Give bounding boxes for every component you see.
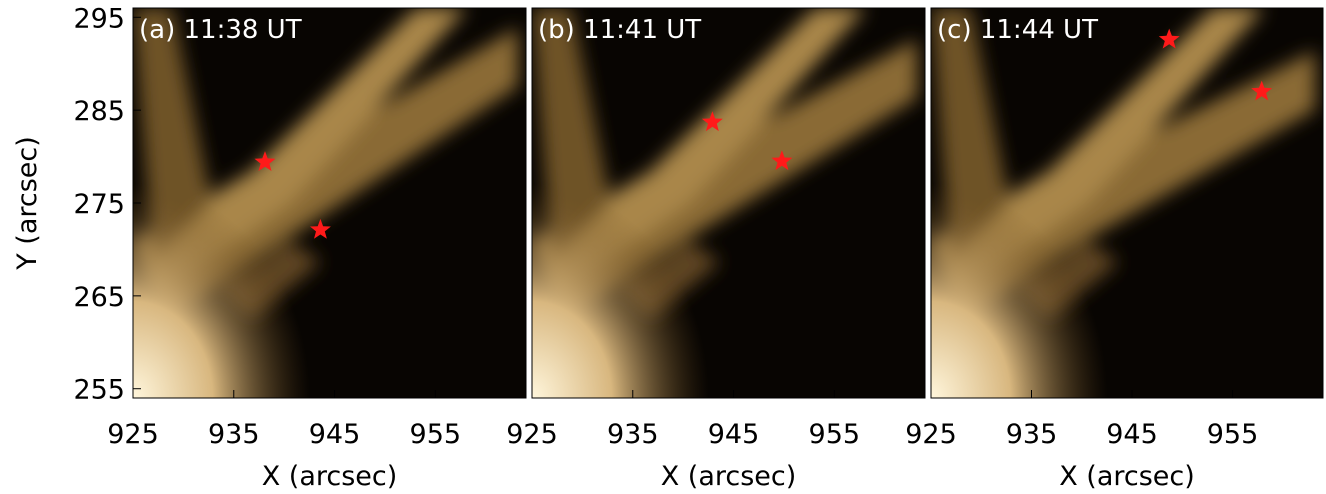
star-marker	[310, 218, 331, 239]
star-marker	[1158, 28, 1180, 49]
x-tick-label: 945	[708, 419, 760, 450]
panel-title: (b) 11:41 UT	[538, 15, 701, 45]
x-tick-label: 935	[208, 419, 260, 450]
x-tick-label: 925	[506, 419, 558, 450]
panel-title: (a) 11:38 UT	[139, 15, 302, 45]
bright-core	[133, 183, 310, 398]
panel-image	[532, 8, 925, 398]
x-tick-label: 935	[607, 419, 659, 450]
y-tick-label: 265	[73, 282, 125, 313]
panel-title: (c) 11:44 UT	[937, 15, 1098, 45]
x-tick-label: 935	[1006, 419, 1058, 450]
x-tick-label: 945	[309, 419, 361, 450]
star-marker	[254, 151, 276, 171]
star-marker	[771, 150, 793, 171]
x-tick-label: 945	[1106, 419, 1158, 450]
frame	[930, 7, 1324, 399]
y-tick-label: 255	[73, 375, 125, 406]
x-tick-label: 955	[410, 419, 462, 450]
panel-image	[133, 8, 526, 398]
x-tick-label: 955	[809, 419, 861, 450]
x-axis-label: X (arcsec)	[262, 461, 398, 492]
frame	[531, 7, 926, 399]
panel-image	[931, 8, 1323, 398]
y-tick-label: 275	[73, 189, 125, 220]
x-axis-label: X (arcsec)	[661, 461, 797, 492]
x-tick-label: 925	[905, 419, 957, 450]
y-tick-label: 295	[73, 3, 125, 34]
bright-core	[931, 183, 1108, 398]
y-tick-label: 285	[73, 96, 125, 127]
x-axis-label: X (arcsec)	[1059, 461, 1195, 492]
x-tick-label: 955	[1207, 419, 1259, 450]
x-tick-label: 925	[107, 419, 159, 450]
y-axis-label: Y (arcsec)	[12, 136, 43, 271]
star-marker	[1251, 80, 1273, 101]
bright-core	[532, 183, 709, 398]
star-marker	[701, 111, 723, 132]
